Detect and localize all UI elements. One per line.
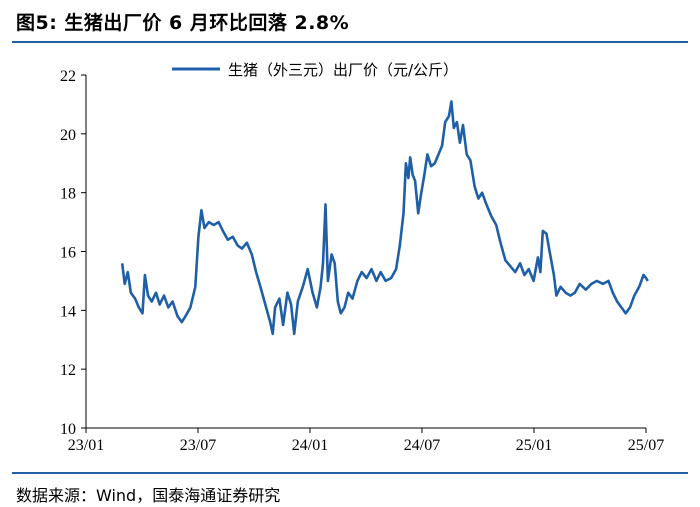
x-tick-label: 24/01	[292, 437, 328, 454]
x-tick-label: 23/01	[68, 437, 104, 454]
x-tick-label: 23/07	[180, 437, 216, 454]
y-tick-label: 18	[60, 186, 76, 203]
y-tick-label: 14	[60, 303, 76, 320]
title-rule	[12, 41, 688, 43]
source-rule	[12, 472, 688, 474]
y-tick-label: 22	[60, 68, 76, 85]
plot-area	[120, 100, 649, 336]
data-source-note: 数据来源：Wind，国泰海通证券研究	[16, 486, 281, 505]
legend-label: 生猪（外三元）出厂价（元/公斤）	[228, 61, 458, 79]
figure-title: 图5: 生猪出厂价 6 月环比回落 2.8%	[16, 12, 350, 34]
chart-legend: 生猪（外三元）出厂价（元/公斤）	[172, 61, 458, 79]
x-tick-label: 24/07	[404, 437, 440, 454]
chart-axes: 10 12 14 16 18 20 22 23/01 23/07 24/01 24/07 25/01 2…	[60, 68, 664, 454]
line-chart: 10 12 14 16 18 20 22 23/01 23/07 24/01 24/07 25/01 2…	[60, 61, 664, 454]
y-tick-label: 12	[60, 362, 76, 379]
x-tick-label: 25/01	[516, 437, 552, 454]
y-tick-label: 10	[60, 421, 76, 438]
y-tick-label: 20	[60, 127, 76, 144]
x-tick-label: 25/07	[628, 437, 664, 454]
series-line-0	[120, 100, 649, 336]
y-tick-label: 16	[60, 245, 76, 262]
